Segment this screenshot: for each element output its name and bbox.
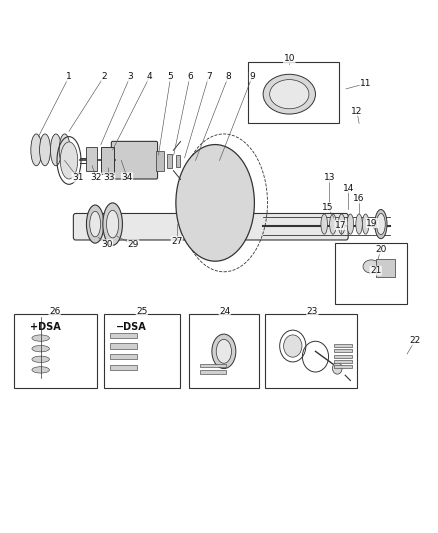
FancyBboxPatch shape <box>333 354 351 358</box>
Text: 4: 4 <box>147 72 152 81</box>
FancyBboxPatch shape <box>110 354 136 359</box>
FancyBboxPatch shape <box>86 147 97 171</box>
Text: 11: 11 <box>359 79 371 88</box>
Ellipse shape <box>329 214 336 234</box>
Text: 10: 10 <box>283 54 294 63</box>
Bar <box>265 314 356 389</box>
Ellipse shape <box>212 334 235 368</box>
FancyBboxPatch shape <box>156 151 164 171</box>
Text: 20: 20 <box>374 245 386 254</box>
Text: 3: 3 <box>127 72 133 81</box>
Ellipse shape <box>262 74 315 114</box>
Ellipse shape <box>320 214 327 234</box>
FancyBboxPatch shape <box>375 259 394 277</box>
Text: 33: 33 <box>103 173 115 182</box>
Ellipse shape <box>50 134 61 166</box>
FancyBboxPatch shape <box>167 154 172 168</box>
FancyBboxPatch shape <box>333 360 351 363</box>
Ellipse shape <box>216 340 231 364</box>
FancyBboxPatch shape <box>333 344 351 347</box>
Text: −DSA: −DSA <box>116 322 146 333</box>
Ellipse shape <box>31 134 42 166</box>
Bar <box>188 314 258 389</box>
Ellipse shape <box>283 335 301 357</box>
Text: 8: 8 <box>225 72 230 81</box>
Text: 15: 15 <box>321 203 333 212</box>
Ellipse shape <box>39 134 50 166</box>
FancyBboxPatch shape <box>199 364 226 367</box>
Text: 2: 2 <box>101 72 106 81</box>
Ellipse shape <box>376 214 385 235</box>
FancyBboxPatch shape <box>73 214 347 240</box>
Ellipse shape <box>374 209 386 239</box>
Text: 16: 16 <box>353 194 364 203</box>
Ellipse shape <box>89 212 100 237</box>
Text: 22: 22 <box>408 336 420 345</box>
Ellipse shape <box>86 205 104 243</box>
Ellipse shape <box>346 214 353 234</box>
Bar <box>334 243 406 304</box>
Text: 9: 9 <box>249 72 254 81</box>
Text: 34: 34 <box>121 173 132 182</box>
Bar <box>104 314 180 389</box>
FancyBboxPatch shape <box>333 349 351 352</box>
Text: 31: 31 <box>72 173 83 182</box>
FancyBboxPatch shape <box>176 155 180 167</box>
Ellipse shape <box>32 335 49 341</box>
FancyBboxPatch shape <box>101 147 114 174</box>
Text: +DSA: +DSA <box>30 322 60 333</box>
Text: 24: 24 <box>219 307 230 316</box>
Ellipse shape <box>59 134 70 166</box>
Bar <box>247 62 339 123</box>
FancyBboxPatch shape <box>199 370 226 374</box>
FancyBboxPatch shape <box>333 365 351 368</box>
Text: 23: 23 <box>306 307 318 316</box>
Text: 30: 30 <box>101 240 113 249</box>
Text: 13: 13 <box>323 173 335 182</box>
Text: 25: 25 <box>136 307 147 316</box>
Text: 14: 14 <box>342 183 353 192</box>
Ellipse shape <box>32 356 49 362</box>
FancyBboxPatch shape <box>111 141 157 179</box>
Ellipse shape <box>338 214 344 234</box>
Text: 19: 19 <box>366 219 377 228</box>
Text: 1: 1 <box>66 72 72 81</box>
Ellipse shape <box>32 345 49 352</box>
Text: 17: 17 <box>334 221 346 230</box>
Ellipse shape <box>60 142 78 179</box>
Text: 12: 12 <box>350 107 362 116</box>
Text: 26: 26 <box>49 307 60 316</box>
Ellipse shape <box>355 214 361 234</box>
Text: 5: 5 <box>167 72 173 81</box>
FancyBboxPatch shape <box>110 333 136 338</box>
Ellipse shape <box>269 79 308 109</box>
FancyBboxPatch shape <box>110 343 136 349</box>
Bar <box>14 314 97 389</box>
Ellipse shape <box>102 203 122 245</box>
Text: 29: 29 <box>127 240 138 249</box>
Text: 32: 32 <box>90 173 102 182</box>
Ellipse shape <box>362 260 379 273</box>
Ellipse shape <box>32 367 49 373</box>
Ellipse shape <box>176 144 254 261</box>
Ellipse shape <box>332 362 341 374</box>
Text: 6: 6 <box>187 72 192 81</box>
Text: 7: 7 <box>205 72 211 81</box>
Ellipse shape <box>106 211 118 238</box>
Text: 27: 27 <box>171 237 182 246</box>
Text: 21: 21 <box>369 266 381 275</box>
Ellipse shape <box>361 214 368 234</box>
FancyBboxPatch shape <box>110 365 136 370</box>
